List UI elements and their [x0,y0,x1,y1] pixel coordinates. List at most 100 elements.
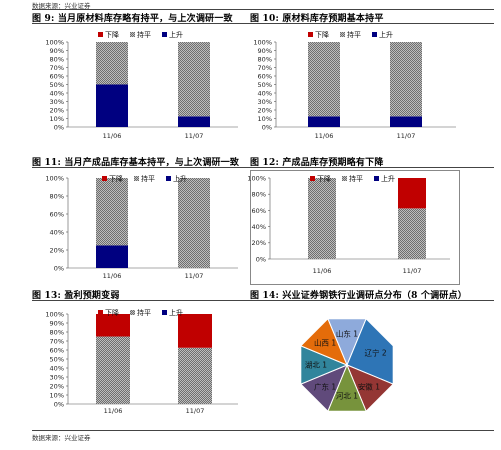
y-tick-label: 20% [252,239,266,247]
figure-11-chart: 0% 20% 40% 60% 80% 100% 11/06 11/07 下降 持平 上升 [32,170,242,285]
legend-label: 下降 [105,30,119,39]
legend-swatch [374,176,379,181]
bar-下降-11/06 [96,314,130,337]
legend-swatch [130,310,135,315]
legend-swatch [342,176,347,181]
row3-rule [32,300,494,301]
chart-legend: 下降 持平 上升 [102,174,187,183]
y-tick-label: 0% [54,264,64,272]
legend-label: 下降 [105,308,119,317]
bar-上升-11/06 [308,116,340,127]
y-tick-label: 40% [50,89,64,97]
pie-label: 安徽 1 [358,381,380,391]
y-tick-label: 40% [50,228,64,236]
legend-label: 下降 [109,174,123,183]
chart-legend: 下降 持平 上升 [308,30,393,39]
bar-持平-11/07 [178,42,210,117]
chart-legend: 下降 持平 上升 [98,308,183,317]
x-tick-label: 11/06 [313,267,332,275]
legend-label: 上升 [173,174,187,183]
bar-持平-11/06 [96,42,128,85]
footer-rule [32,430,494,431]
legend-label: 上升 [169,30,183,39]
legend-swatch [310,176,315,181]
pie-label: 河北 1 [336,392,358,401]
chart-legend: 下降 持平 上升 [310,174,395,183]
figure-10-title: 图 10: 原材料库存预期基本持平 [250,14,384,24]
y-tick-label: 10% [50,391,64,399]
legend-swatch [98,32,103,37]
fig14-svg: 山东 1 辽宁 2 安徽 1河北 1广东 1 湖北 1 山西 1 [299,317,395,413]
bar-持平-11/07 [178,347,212,404]
legend-swatch [130,32,135,37]
legend-label: 上升 [379,30,393,39]
figure-13-chart: 0% 10% 20% 30% 40% 50% 60% 70% 80% 90% 100% 11/06 11… [32,305,242,425]
legend-swatch [308,32,313,37]
y-tick-label: 10% [50,115,64,123]
y-tick-label: 60% [50,72,64,80]
y-tick-label: 10% [258,115,272,123]
figure-14-title: 图 14: 兴业证券钢铁行业调研点分布（8 个调研点） [250,291,467,301]
y-tick-label: 20% [50,246,64,254]
figure-14-chart: 山东 1 辽宁 2 安徽 1 河北 1 广东 1 湖北 1 山西 1 [250,305,460,425]
bar-持平-11/06 [96,178,128,246]
y-tick-label: 100% [253,38,272,46]
bar-持平-11/06 [308,178,336,259]
y-tick-label: 40% [252,223,266,231]
fig12-svg: 0% 20% 40% 60% 80% 100% 11/06 11/07 下降 持平 上升 [247,170,460,285]
y-tick-label: 90% [258,47,272,55]
y-tick-label: 80% [252,191,266,199]
figure-10-chart: 0% 10% 20% 30% 40% 50% 60% 70% 80% 90% 100% 11/06 11… [250,30,460,150]
y-tick-label: 60% [50,346,64,354]
y-tick-label: 70% [50,64,64,72]
y-tick-label: 80% [258,55,272,63]
y-tick-label: 0% [54,123,64,131]
y-tick-label: 60% [252,207,266,215]
legend-swatch [162,310,167,315]
bar-持平-11/07 [390,42,422,117]
y-tick-label: 90% [50,319,64,327]
bar-下降-11/07 [178,314,212,348]
source-note-top: 数据来源：兴业证券 [32,2,91,10]
legend-swatch [134,176,139,181]
bar-持平-11/06 [308,42,340,117]
bar-持平-11/06 [96,336,130,404]
legend-label: 持平 [347,30,361,39]
legend-label: 持平 [137,308,151,317]
pie-slice-山西 1 [299,317,348,366]
legend-swatch [162,32,167,37]
y-tick-label: 50% [50,81,64,89]
figure-11-title: 图 11: 当月产成品库存基本持平，与上次调研一致 [32,158,240,168]
chart-frame [250,170,460,285]
x-tick-label: 11/07 [186,407,205,415]
fig10-svg: 0%10%20%30%40%50%60%70%80%90%100% 11/06 11… [253,30,456,140]
figure-13-title: 图 13: 盈利预期变弱 [32,291,120,301]
pie-label: 湖北 1 [305,361,327,370]
x-tick-label: 11/07 [185,132,204,140]
header-rule [32,9,494,10]
x-tick-label: 11/07 [185,272,204,280]
legend-label: 上升 [381,174,395,183]
bar-持平-11/07 [178,178,210,268]
y-tick-label: 30% [258,98,272,106]
x-tick-label: 11/06 [103,132,122,140]
legend-swatch [98,310,103,315]
y-tick-label: 40% [50,364,64,372]
bar-下降-11/07 [398,178,426,209]
fig13-svg: 0%10%20%30%40%50%60%70%80%90%100% 11/06 11… [45,308,238,415]
y-tick-label: 60% [50,210,64,218]
pie-label: 辽宁 2 [365,348,387,358]
y-tick-label: 20% [258,106,272,114]
legend-swatch [166,176,171,181]
y-tick-label: 0% [256,255,266,263]
y-tick-label: 100% [247,174,266,182]
y-tick-label: 70% [50,337,64,345]
x-tick-label: 11/07 [397,132,416,140]
legend-label: 持平 [141,174,155,183]
fig11-svg: 0% 20% 40% 60% 80% 100% 11/06 11/07 下降 持平 上升 [45,174,238,280]
y-tick-label: 100% [45,174,64,182]
pie-label: 山西 1 [314,338,336,348]
pie-label: 山东 1 [336,329,358,339]
x-tick-label: 11/06 [104,407,123,415]
bar-上升-11/06 [96,84,128,127]
